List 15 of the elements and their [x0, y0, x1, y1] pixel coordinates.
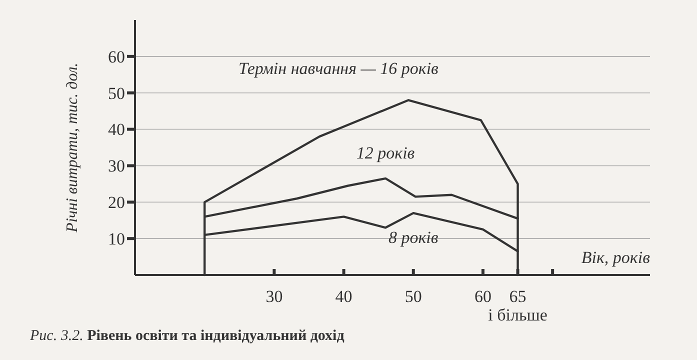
- x-tick-label: 50: [404, 287, 422, 306]
- y-tick-label: 10: [108, 230, 125, 249]
- series-label: 8 років: [388, 228, 439, 248]
- text: Рис. 3.2. Рівень освіти та індивідуальний дохід: [29, 328, 345, 344]
- y-tick-label: 40: [108, 120, 125, 140]
- series-label: Термін навчання — 16 років: [238, 59, 440, 78]
- x-axis-title: Вік, років: [581, 248, 651, 267]
- x-tick-label: 30: [266, 287, 283, 306]
- y-tick-label: 20: [108, 193, 125, 212]
- y-axis-title: Річні витрати, тис. дол.: [64, 62, 81, 234]
- y-tick-label: 30: [108, 156, 125, 176]
- x-tick-label: 40: [335, 287, 352, 306]
- y-tick-label: 60: [108, 47, 125, 66]
- y-tick-label: 50: [108, 84, 125, 103]
- series-label: 12 років: [356, 143, 416, 162]
